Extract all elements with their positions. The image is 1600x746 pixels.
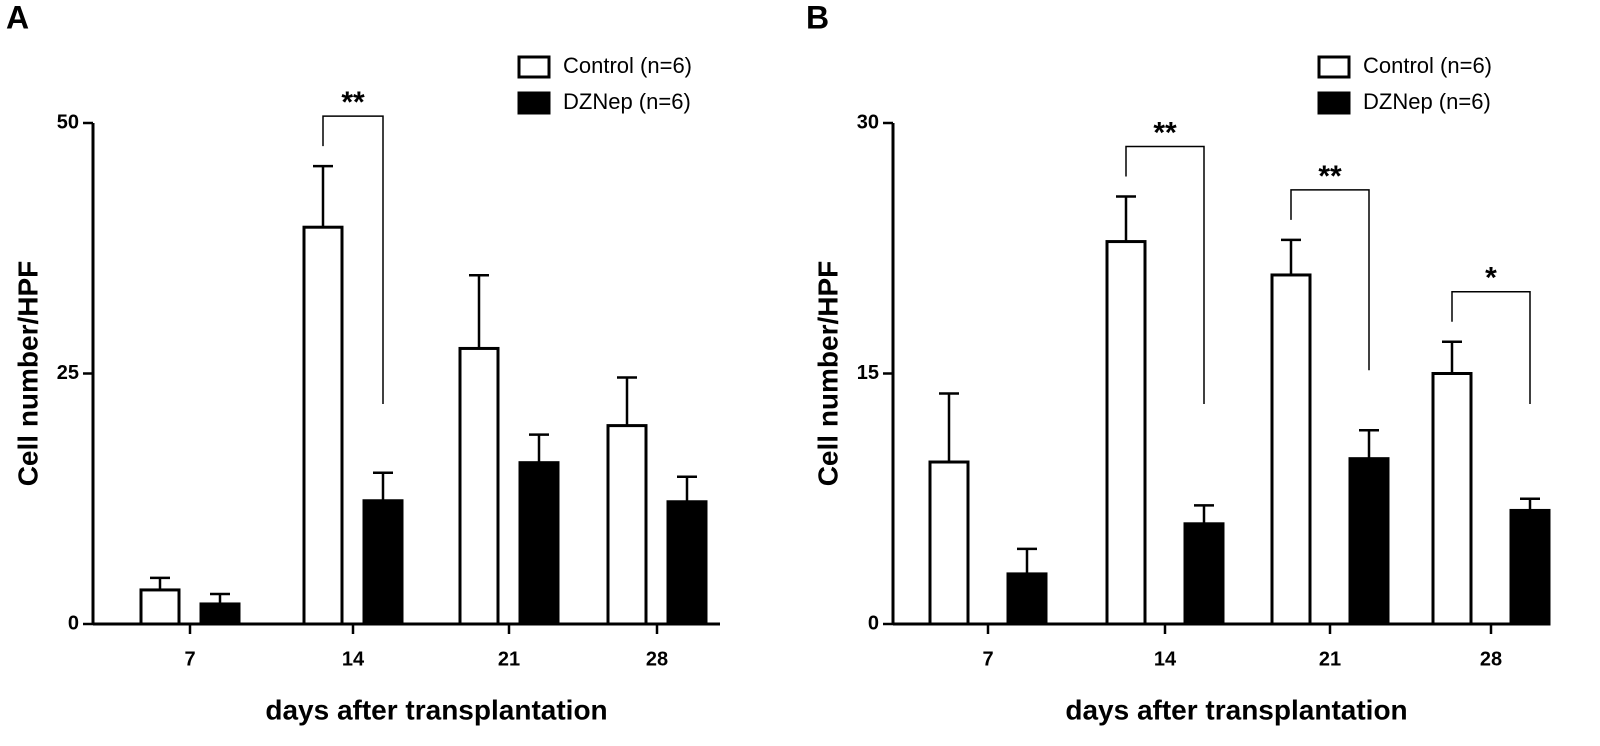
chart: B Cell number/HPF days after transplantati… (806, 0, 1551, 725)
significance-bracket (1451, 291, 1531, 404)
panel-label: A (6, 0, 29, 35)
legend-swatch (517, 55, 551, 79)
chart: A Cell number/HPF days after transplantati… (6, 0, 720, 725)
y-tick-label: 25 (57, 362, 79, 384)
y-tick-label: 50 (57, 111, 79, 133)
significance-label: ** (1153, 116, 1177, 149)
panel-label: B (806, 0, 829, 35)
bar (302, 225, 344, 626)
x-tick-label: 14 (342, 648, 365, 670)
x-axis-title: days after transplantation (265, 694, 607, 725)
bar (139, 588, 181, 626)
y-tick-label: 30 (857, 111, 879, 133)
y-axis-title: Cell number/HPF (12, 261, 43, 487)
legend-swatch (1317, 91, 1351, 115)
bar (1105, 240, 1147, 626)
legend-label: DZNep (n=6) (563, 89, 691, 114)
legend-swatch (517, 91, 551, 115)
significance-label: * (1485, 262, 1497, 295)
x-axis-title: days after transplantation (1065, 694, 1407, 725)
bar (928, 460, 970, 626)
x-tick-label: 28 (1480, 648, 1502, 670)
x-tick-label: 7 (982, 648, 993, 670)
x-tick-label: 28 (646, 648, 668, 670)
bar (1509, 508, 1551, 626)
bar (199, 602, 241, 626)
legend-label: Control (n=6) (1363, 53, 1492, 78)
bar (458, 346, 500, 626)
y-tick-label: 0 (868, 612, 879, 634)
bar (518, 461, 560, 626)
legend-label: DZNep (n=6) (1363, 89, 1491, 114)
y-tick-label: 0 (68, 612, 79, 634)
bar (1270, 273, 1312, 626)
significance-bracket (322, 115, 384, 404)
legend-swatch (1317, 55, 1351, 79)
x-tick-label: 7 (184, 648, 195, 670)
legend-label: Control (n=6) (563, 53, 692, 78)
y-tick-label: 15 (857, 362, 879, 384)
significance-label: ** (341, 86, 365, 119)
bar (1348, 457, 1390, 626)
y-axis-title: Cell number/HPF (812, 261, 843, 487)
bar (362, 499, 404, 626)
x-tick-label: 14 (1154, 648, 1177, 670)
bar (1006, 572, 1048, 626)
bar (1431, 372, 1473, 626)
bar (666, 500, 708, 626)
bar (1183, 522, 1225, 626)
x-tick-label: 21 (1319, 648, 1341, 670)
x-tick-label: 21 (498, 648, 520, 670)
significance-bracket (1125, 145, 1205, 404)
bar (606, 424, 648, 626)
significance-bracket (1290, 189, 1370, 371)
significance-label: ** (1318, 160, 1342, 193)
